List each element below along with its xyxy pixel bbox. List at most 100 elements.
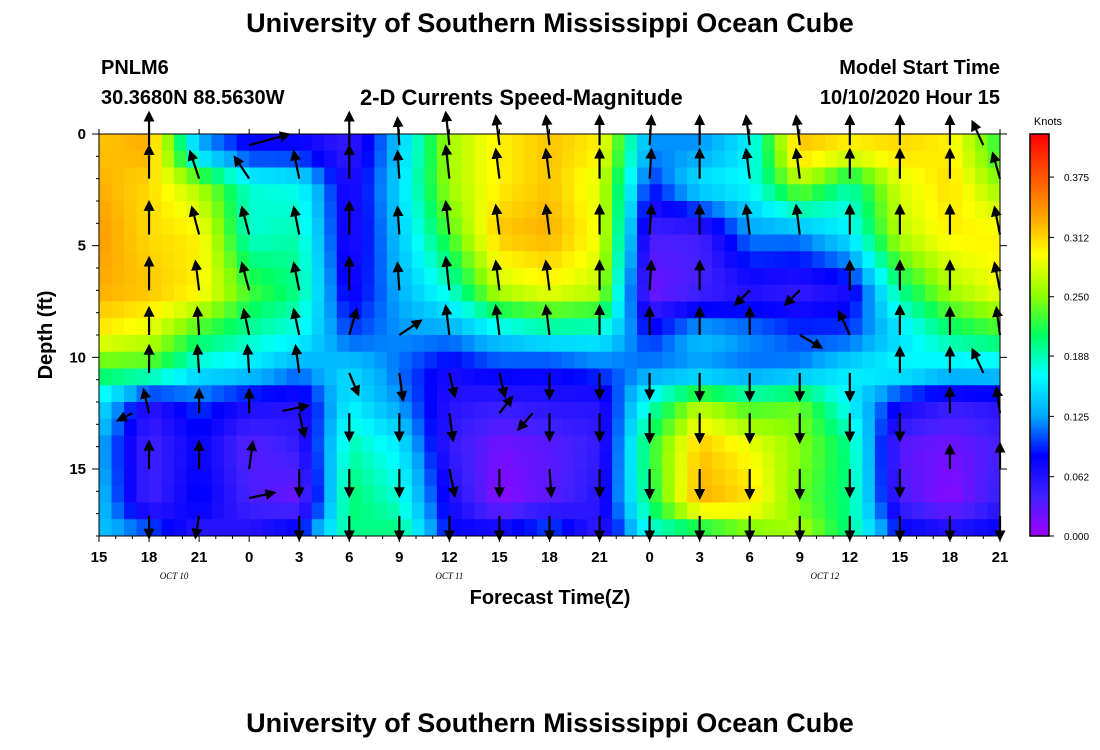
current-arrow — [233, 155, 251, 180]
heatmap-cell — [136, 368, 150, 386]
heatmap-cell — [374, 519, 388, 536]
current-arrow — [392, 205, 404, 235]
heatmap-cell — [511, 351, 526, 370]
heatmap-cell — [912, 368, 926, 386]
heatmap-cell — [849, 435, 863, 453]
heatmap-cell — [499, 184, 513, 202]
heatmap-cell — [511, 318, 526, 336]
heatmap-cell — [124, 418, 138, 437]
heatmap-cell — [774, 318, 788, 336]
heatmap-cell — [324, 134, 338, 152]
heatmap-cell — [124, 485, 138, 504]
heatmap-cell — [211, 402, 225, 420]
heatmap-cell — [799, 502, 813, 520]
heatmap-cell — [812, 217, 826, 236]
heatmap-cell — [174, 402, 188, 420]
heatmap-cell — [386, 519, 400, 536]
heatmap-cell — [637, 351, 651, 370]
heatmap-cell — [562, 318, 576, 336]
heatmap-cell — [724, 385, 738, 403]
heatmap-cell — [899, 435, 914, 453]
heatmap-cell — [399, 150, 413, 169]
heatmap-cell — [236, 502, 250, 520]
heatmap-cell — [199, 301, 213, 319]
heatmap-cell — [949, 167, 964, 185]
heatmap-cell — [612, 134, 626, 152]
heatmap-cell — [912, 452, 926, 470]
heatmap-cell — [499, 251, 513, 269]
heatmap-cell — [311, 184, 325, 202]
heatmap-cell — [311, 519, 325, 536]
heatmap-cell — [874, 335, 888, 353]
heatmap-cell — [737, 519, 751, 536]
heatmap-cell — [574, 519, 588, 536]
x-tick-label: 12 — [441, 549, 458, 566]
heatmap-cell — [662, 201, 676, 219]
heatmap-cell — [562, 251, 576, 269]
heatmap-cell — [474, 301, 488, 319]
heatmap-cell — [862, 402, 876, 420]
heatmap-cell — [887, 469, 901, 487]
heatmap-cell — [662, 502, 676, 520]
heatmap-cell — [787, 469, 801, 487]
heatmap-cell — [887, 351, 901, 370]
heatmap-cell — [924, 351, 939, 370]
heatmap-cell — [424, 435, 438, 453]
heatmap-cell — [236, 368, 250, 386]
heatmap-cell — [649, 284, 663, 303]
heatmap-cell — [499, 150, 513, 169]
heatmap-cell — [199, 418, 213, 437]
heatmap-cell — [399, 217, 413, 236]
heatmap-cell — [161, 485, 175, 504]
heatmap-cell — [912, 351, 926, 370]
heatmap-cell — [336, 150, 350, 169]
heatmap-cell — [687, 234, 701, 252]
heatmap-cell — [862, 134, 876, 152]
heatmap-cell — [949, 150, 964, 169]
heatmap-cell — [824, 184, 838, 202]
heatmap-cell — [912, 385, 926, 403]
heatmap-cell — [486, 167, 501, 185]
heatmap-cell — [862, 184, 876, 202]
heatmap-cell — [124, 134, 138, 152]
heatmap-cell — [574, 485, 588, 504]
heatmap-cell — [824, 368, 838, 386]
heatmap-cell — [124, 368, 138, 386]
heatmap-cell — [812, 184, 826, 202]
heatmap-cell — [662, 134, 676, 152]
heatmap-cell — [862, 201, 876, 219]
heatmap-cell — [699, 351, 713, 370]
heatmap-cell — [774, 469, 788, 487]
heatmap-cell — [787, 485, 801, 504]
heatmap-cell — [436, 435, 450, 453]
heatmap-cell — [149, 485, 163, 504]
heatmap-cell — [274, 402, 288, 420]
heatmap-cell — [374, 268, 388, 286]
heatmap-cell — [374, 402, 388, 420]
heatmap-cell — [499, 351, 513, 370]
heatmap-cell — [486, 318, 501, 336]
heatmap-cell — [536, 452, 551, 470]
heatmap-cell — [449, 268, 463, 286]
heatmap-cell — [787, 435, 801, 453]
heatmap-cell — [349, 184, 363, 202]
heatmap-cell — [461, 469, 476, 487]
heatmap-cell — [436, 284, 450, 303]
heatmap-cell — [461, 134, 476, 152]
heatmap-cell — [799, 368, 813, 386]
heatmap-cell — [361, 502, 375, 520]
heatmap-cell — [349, 150, 363, 169]
heatmap-cell — [587, 201, 601, 219]
heatmap-cell — [99, 251, 113, 269]
heatmap-cell — [749, 150, 763, 169]
heatmap-cell — [449, 134, 463, 152]
current-arrow — [541, 259, 553, 291]
heatmap-cell — [524, 201, 538, 219]
heatmap-cell — [411, 485, 425, 504]
heatmap-cell — [574, 150, 588, 169]
heatmap-cell — [637, 502, 651, 520]
x-tick-label: 18 — [942, 549, 959, 566]
heatmap-cell — [374, 485, 388, 504]
heatmap-cell — [361, 385, 375, 403]
heatmap-cell — [324, 201, 338, 219]
